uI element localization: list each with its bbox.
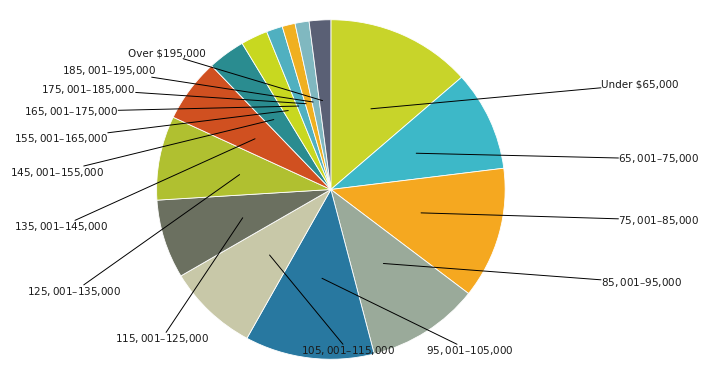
Wedge shape [309, 20, 331, 190]
Text: $95,001–$105,000: $95,001–$105,000 [322, 278, 514, 357]
Text: $65,001–$75,000: $65,001–$75,000 [416, 152, 699, 166]
Wedge shape [331, 77, 504, 190]
Text: $145,001–$155,000: $145,001–$155,000 [10, 119, 274, 179]
Text: $175,001–$185,000: $175,001–$185,000 [42, 83, 306, 104]
Wedge shape [331, 20, 462, 190]
Text: $75,001–$85,000: $75,001–$85,000 [421, 213, 699, 227]
Wedge shape [181, 190, 331, 338]
Wedge shape [247, 190, 374, 359]
Text: $155,001–$165,000: $155,001–$165,000 [13, 111, 288, 145]
Wedge shape [212, 43, 331, 190]
Text: $125,001–$135,000: $125,001–$135,000 [27, 175, 240, 298]
Wedge shape [242, 32, 331, 190]
Text: $185,001–$195,000: $185,001–$195,000 [62, 64, 313, 102]
Text: $135,001–$145,000: $135,001–$145,000 [13, 139, 255, 233]
Text: Over $195,000: Over $195,000 [128, 49, 322, 100]
Wedge shape [157, 190, 331, 276]
Text: $85,001–$95,000: $85,001–$95,000 [384, 263, 682, 289]
Text: Under $65,000: Under $65,000 [371, 79, 678, 109]
Wedge shape [331, 190, 469, 354]
Wedge shape [295, 21, 331, 190]
Text: $165,001–$175,000: $165,001–$175,000 [24, 105, 299, 118]
Wedge shape [173, 66, 331, 190]
Wedge shape [157, 117, 331, 200]
Wedge shape [282, 23, 331, 190]
Text: $115,001–$125,000: $115,001–$125,000 [115, 218, 243, 345]
Wedge shape [331, 168, 505, 294]
Wedge shape [266, 27, 331, 190]
Text: $105,001–$115,000: $105,001–$115,000 [269, 255, 396, 357]
